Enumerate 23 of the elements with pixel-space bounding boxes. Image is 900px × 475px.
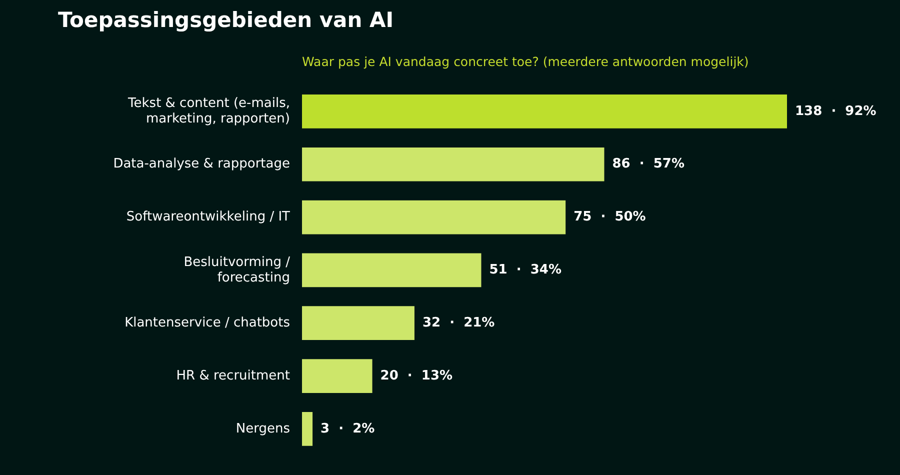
y-tick-label: Nergens: [236, 421, 290, 436]
data-label: 75 · 50%: [574, 210, 646, 225]
bar: [302, 253, 482, 288]
data-label: 138 · 92%: [795, 104, 876, 119]
y-tick-label: HR & recruitment: [176, 368, 290, 384]
bar: [302, 94, 787, 128]
y-tick-label: Data-analyse & rapportage: [113, 156, 290, 172]
bar: [302, 147, 604, 182]
y-tick-label: Softwareontwikkeling / IT: [126, 210, 290, 225]
y-tick-label: Klantenservice / chatbots: [124, 315, 290, 330]
data-label: 20 · 13%: [380, 368, 453, 384]
data-label: 86 · 57%: [612, 156, 684, 172]
bar: [302, 306, 414, 340]
bar: [302, 200, 566, 234]
data-label: 51 · 34%: [489, 262, 562, 278]
data-label: 32 · 21%: [422, 315, 495, 330]
y-tick-label: Besluitvorming / forecasting: [184, 254, 291, 286]
chart-title: Toepassingsgebieden van AI: [58, 8, 394, 32]
chart-subtitle: Waar pas je AI vandaag concreet toe? (meerdere antwoorden mogelijk): [302, 54, 749, 69]
y-tick-label: Tekst & content (e-mails, marketing, rapporten): [127, 96, 290, 127]
bar: [302, 412, 313, 446]
bar: [302, 359, 372, 393]
data-label: 3 · 2%: [320, 421, 375, 436]
